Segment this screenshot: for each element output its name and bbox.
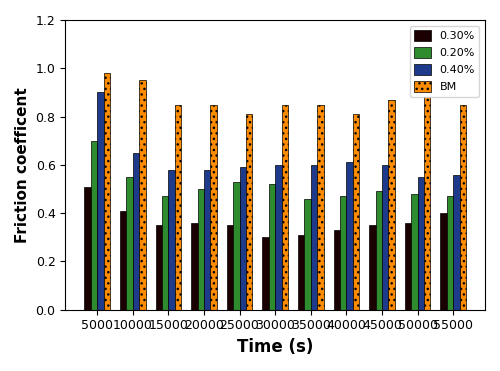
Bar [262,237,268,310]
Bar [133,153,139,310]
Bar [126,177,133,310]
Bar [204,170,210,310]
Bar [268,184,275,310]
Bar [298,235,304,310]
Bar [424,97,430,310]
Legend: 0.30%, 0.20%, 0.40%, BM: 0.30%, 0.20%, 0.40%, BM [410,26,480,97]
Bar [175,105,181,310]
Bar [191,223,198,310]
Bar [404,223,411,310]
Bar [310,165,317,310]
Bar [340,196,346,310]
Bar [411,194,418,310]
Bar [240,167,246,310]
Bar [334,230,340,310]
Bar [382,165,388,310]
Bar [168,170,175,310]
Y-axis label: Friction coefficent: Friction coefficent [15,87,30,243]
Bar [275,165,281,310]
Bar [233,182,239,310]
Bar [304,198,310,310]
Bar [352,114,359,310]
Bar [226,225,233,310]
Bar [210,105,217,310]
Bar [418,177,424,310]
Bar [376,191,382,310]
Bar [104,73,110,310]
Bar [460,105,466,310]
Bar [156,225,162,310]
Bar [346,162,352,310]
Bar [369,225,376,310]
Bar [246,114,252,310]
Bar [97,92,103,310]
X-axis label: Time (s): Time (s) [237,338,314,356]
Bar [388,100,394,310]
Bar [198,189,204,310]
Bar [317,105,324,310]
Bar [120,211,126,310]
Bar [453,174,460,310]
Bar [91,141,97,310]
Bar [162,196,168,310]
Bar [446,196,453,310]
Bar [139,81,145,310]
Bar [440,213,446,310]
Bar [282,105,288,310]
Bar [84,187,91,310]
